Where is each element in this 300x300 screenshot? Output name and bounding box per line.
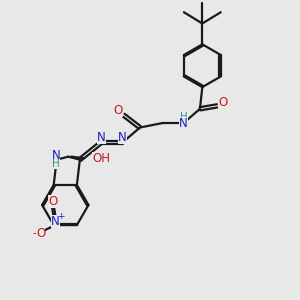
Text: N: N (51, 215, 60, 228)
Text: +: + (57, 212, 64, 221)
Text: OH: OH (92, 152, 110, 165)
Text: H: H (180, 112, 188, 122)
Text: O: O (49, 195, 58, 208)
Text: O: O (114, 104, 123, 117)
Text: N: N (179, 118, 188, 130)
Text: -: - (32, 227, 37, 240)
Text: N: N (97, 131, 106, 144)
Text: N: N (52, 149, 61, 162)
Text: N: N (118, 131, 127, 144)
Text: H: H (52, 159, 60, 169)
Text: O: O (36, 227, 45, 240)
Text: O: O (218, 96, 227, 109)
